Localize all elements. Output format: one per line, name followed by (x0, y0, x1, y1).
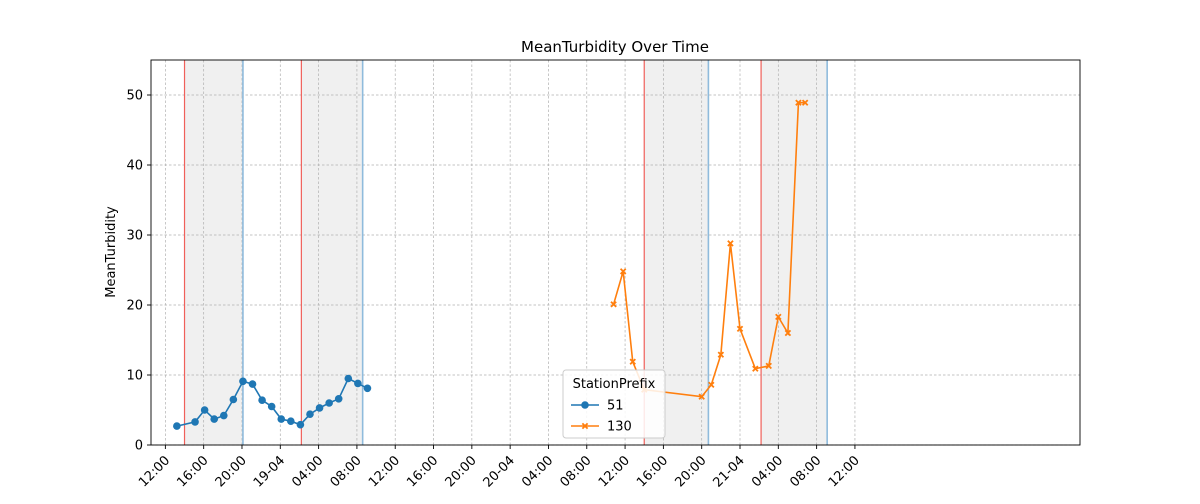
data-point-130 (795, 99, 802, 106)
shaded-period-1 (184, 60, 243, 445)
data-point-51 (277, 415, 286, 423)
shaded-period-4 (761, 60, 828, 445)
data-point-130 (610, 301, 617, 308)
x-tick-label: 20-04 (481, 453, 518, 490)
y-tick-label: 0 (135, 439, 143, 454)
data-point-51 (258, 396, 266, 405)
data-point-130 (801, 99, 809, 106)
legend-box (562, 369, 666, 439)
data-point-130 (619, 268, 627, 275)
x-tick-label: 08:00 (328, 453, 365, 490)
data-point-51 (248, 380, 257, 388)
x-tick-label: 20:00 (672, 453, 709, 490)
x-tick-label: 16:00 (174, 453, 211, 490)
data-point-130 (752, 365, 759, 372)
x-tick-label: 16:00 (634, 453, 671, 490)
x-tick-label: 16:00 (404, 453, 441, 490)
data-point-51 (354, 379, 362, 388)
x-tick-label: 12:00 (596, 453, 633, 490)
data-point-51 (334, 395, 343, 403)
data-point-130 (629, 358, 636, 365)
plot-frame (150, 59, 1081, 446)
legend-marker (581, 422, 589, 430)
data-point-130 (708, 381, 715, 389)
x-tick-label: 04:00 (749, 453, 786, 490)
y-tick-label: 10 (126, 369, 143, 384)
x-tick-label: 12:00 (826, 453, 863, 490)
data-point-51 (219, 411, 228, 420)
data-point-130 (765, 362, 772, 370)
data-point-130 (717, 351, 725, 358)
data-point-51 (344, 374, 353, 383)
data-point-51 (200, 406, 209, 414)
x-tick-label: 08:00 (557, 453, 594, 490)
x-tick-label: 04:00 (289, 453, 326, 490)
x-tick-label: 04:00 (519, 453, 556, 490)
y-axis-label: MeanTurbidity (104, 206, 119, 298)
data-point-51 (306, 410, 314, 419)
y-tick-label: 40 (126, 159, 143, 174)
legend-title: StationPrefix (573, 377, 656, 392)
y-tick-label: 50 (126, 89, 143, 104)
data-point-130 (698, 393, 705, 400)
y-tick-label: 20 (126, 299, 143, 314)
data-point-130 (727, 240, 734, 247)
data-point-51 (315, 404, 324, 412)
data-point-51 (229, 395, 238, 404)
x-tick-label: 12:00 (366, 453, 403, 490)
data-point-130 (736, 325, 744, 333)
data-point-130 (784, 329, 792, 337)
series-51 (173, 374, 372, 430)
x-tick-label: 08:00 (787, 453, 824, 490)
data-point-51 (325, 399, 333, 407)
data-point-51 (267, 402, 276, 411)
legend-item-51: 51 (571, 399, 624, 414)
legend-item-130: 130 (571, 420, 632, 435)
chart-title: MeanTurbidity Over Time (521, 38, 709, 56)
shaded-periods (184, 60, 828, 445)
data-point-130 (775, 313, 782, 321)
data-point-51 (191, 418, 199, 426)
legend-label: 130 (607, 420, 632, 435)
data-point-51 (287, 417, 295, 426)
legend-marker (581, 401, 589, 409)
x-tick-label: 19-04 (251, 453, 288, 490)
x-tick-label: 20:00 (443, 453, 480, 490)
x-tick-label: 12:00 (136, 453, 173, 490)
data-point-51 (363, 384, 372, 393)
data-point-51 (296, 420, 305, 429)
legend-label: 51 (607, 399, 624, 414)
shaded-period-2 (301, 60, 363, 445)
data-point-51 (173, 422, 181, 430)
data-point-51 (239, 377, 247, 386)
x-tick-label: 20:00 (213, 453, 250, 490)
legend: StationPrefix 51 130 (562, 369, 666, 439)
data-point-51 (210, 415, 219, 423)
series-group (173, 99, 809, 430)
y-tick-label: 30 (126, 229, 143, 244)
x-tick-label: 21-04 (711, 453, 748, 490)
